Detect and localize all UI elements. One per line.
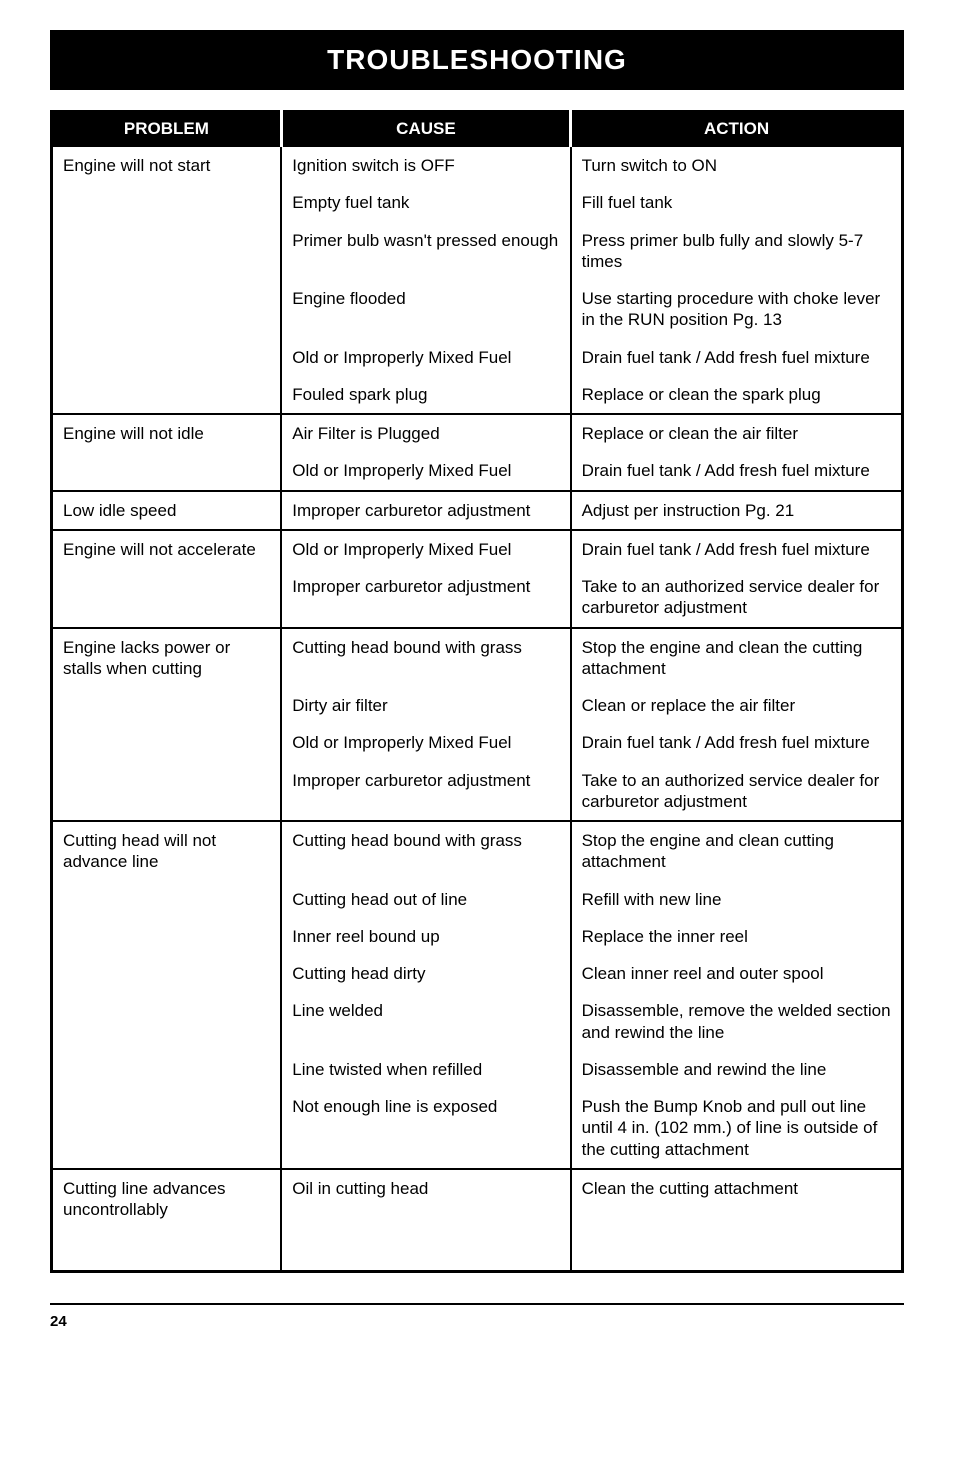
table-row: Cutting line advances uncontrollablyOil …	[52, 1169, 903, 1272]
cell-problem: Engine lacks power or stalls when cuttin…	[52, 628, 282, 822]
page-number: 24	[50, 1313, 67, 1330]
cell-cause: Cutting head bound with grass	[281, 821, 570, 881]
cell-cause: Cutting head dirty	[281, 955, 570, 992]
page-title: TROUBLESHOOTING	[50, 30, 904, 90]
cell-cause: Old or Improperly Mixed Fuel	[281, 530, 570, 568]
cell-action: Turn switch to ON	[571, 146, 903, 184]
cell-action: Disassemble and rewind the line	[571, 1051, 903, 1088]
cell-cause: Old or Improperly Mixed Fuel	[281, 724, 570, 761]
cell-action: Stop the engine and clean cutting attach…	[571, 821, 903, 881]
table-row: Cutting head will not advance lineCuttin…	[52, 821, 903, 881]
col-header-action: ACTION	[571, 112, 903, 147]
table-header-row: PROBLEM CAUSE ACTION	[52, 112, 903, 147]
cell-cause: Inner reel bound up	[281, 918, 570, 955]
cell-problem: Cutting line advances uncontrollably	[52, 1169, 282, 1272]
cell-action: Drain fuel tank / Add fresh fuel mixture	[571, 452, 903, 490]
table-row: Engine will not startIgnition switch is …	[52, 146, 903, 184]
cell-problem: Engine will not start	[52, 146, 282, 414]
cell-cause: Cutting head bound with grass	[281, 628, 570, 688]
cell-cause: Line twisted when refilled	[281, 1051, 570, 1088]
cell-cause: Dirty air filter	[281, 687, 570, 724]
cell-cause: Line welded	[281, 992, 570, 1051]
cell-action: Adjust per instruction Pg. 21	[571, 491, 903, 530]
table-row: Engine will not idleAir Filter is Plugge…	[52, 414, 903, 452]
cell-cause: Primer bulb wasn't pressed enough	[281, 222, 570, 281]
cell-action: Disassemble, remove the welded section a…	[571, 992, 903, 1051]
cell-action: Push the Bump Knob and pull out line unt…	[571, 1088, 903, 1169]
cell-action: Replace or clean the air filter	[571, 414, 903, 452]
cell-problem: Engine will not accelerate	[52, 530, 282, 628]
cell-action: Clean inner reel and outer spool	[571, 955, 903, 992]
cell-cause: Air Filter is Plugged	[281, 414, 570, 452]
cell-cause: Old or Improperly Mixed Fuel	[281, 339, 570, 376]
table-row: Engine will not accelerateOld or Imprope…	[52, 530, 903, 568]
cell-cause: Improper carburetor adjustment	[281, 568, 570, 628]
cell-action: Press primer bulb fully and slowly 5-7 t…	[571, 222, 903, 281]
cell-cause: Empty fuel tank	[281, 184, 570, 221]
cell-cause: Not enough line is exposed	[281, 1088, 570, 1169]
cell-action: Fill fuel tank	[571, 184, 903, 221]
cell-action: Clean the cutting attachment	[571, 1169, 903, 1272]
cell-cause: Ignition switch is OFF	[281, 146, 570, 184]
cell-action: Refill with new line	[571, 881, 903, 918]
cell-action: Drain fuel tank / Add fresh fuel mixture	[571, 724, 903, 761]
cell-problem: Low idle speed	[52, 491, 282, 530]
cell-problem: Engine will not idle	[52, 414, 282, 491]
cell-action: Use starting procedure with choke lever …	[571, 280, 903, 339]
footer-rule: 24	[50, 1303, 904, 1331]
troubleshooting-table: PROBLEM CAUSE ACTION Engine will not sta…	[50, 110, 904, 1273]
table-row: Low idle speedImproper carburetor adjust…	[52, 491, 903, 530]
cell-cause: Engine flooded	[281, 280, 570, 339]
cell-action: Replace the inner reel	[571, 918, 903, 955]
cell-problem: Cutting head will not advance line	[52, 821, 282, 1169]
cell-cause: Oil in cutting head	[281, 1169, 570, 1272]
table-row: Engine lacks power or stalls when cuttin…	[52, 628, 903, 688]
cell-cause: Improper carburetor adjustment	[281, 491, 570, 530]
col-header-problem: PROBLEM	[52, 112, 282, 147]
cell-cause: Old or Improperly Mixed Fuel	[281, 452, 570, 490]
cell-action: Take to an authorized service dealer for…	[571, 568, 903, 628]
cell-cause: Fouled spark plug	[281, 376, 570, 414]
cell-action: Stop the engine and clean the cutting at…	[571, 628, 903, 688]
col-header-cause: CAUSE	[281, 112, 570, 147]
cell-cause: Improper carburetor adjustment	[281, 762, 570, 822]
cell-action: Drain fuel tank / Add fresh fuel mixture	[571, 339, 903, 376]
cell-action: Clean or replace the air filter	[571, 687, 903, 724]
cell-action: Replace or clean the spark plug	[571, 376, 903, 414]
cell-action: Drain fuel tank / Add fresh fuel mixture	[571, 530, 903, 568]
cell-action: Take to an authorized service dealer for…	[571, 762, 903, 822]
cell-cause: Cutting head out of line	[281, 881, 570, 918]
